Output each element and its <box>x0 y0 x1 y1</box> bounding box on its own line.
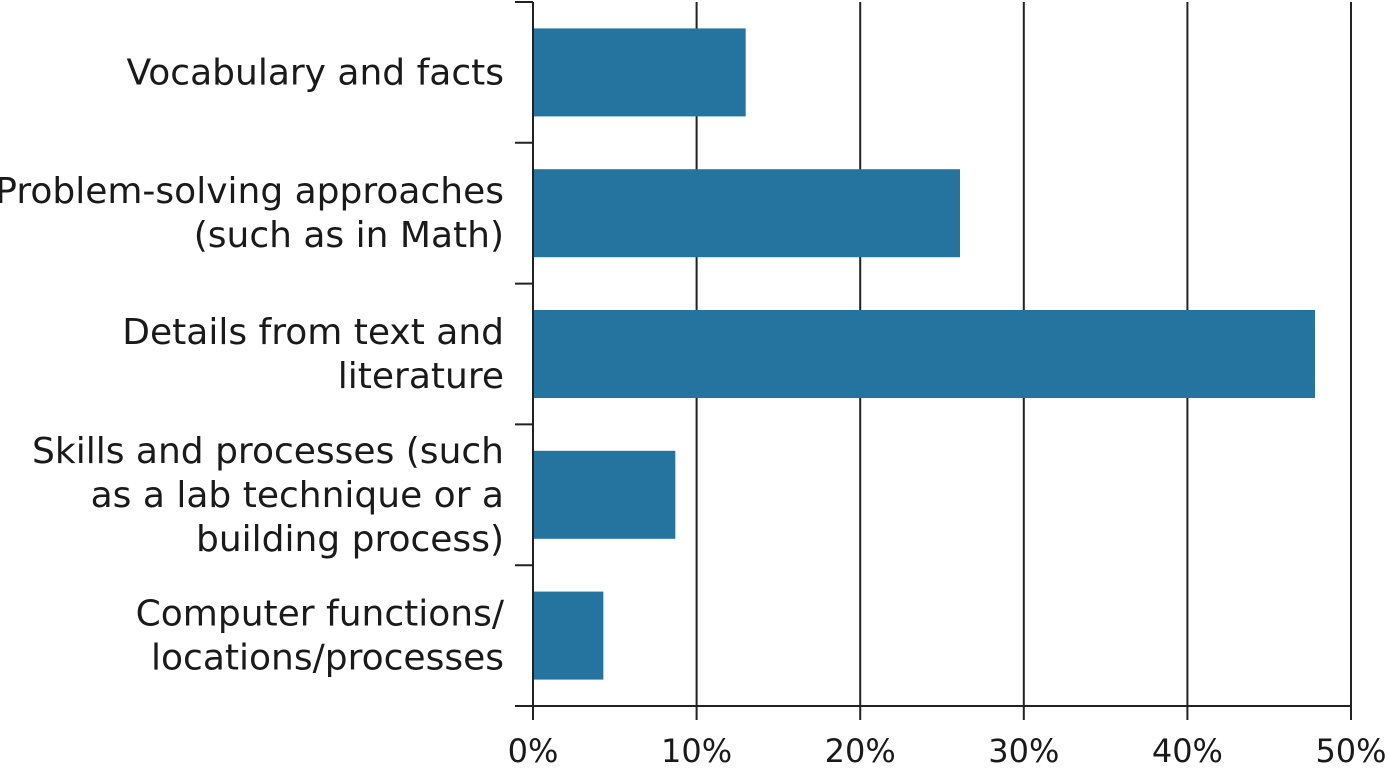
x-tick-label-0: 0% <box>508 732 559 770</box>
category-label-4: Computer functions/locations/processes <box>136 594 505 679</box>
category-label-1: Problem-solving approaches (such as in Ma… <box>0 171 504 256</box>
axes <box>515 1 1352 720</box>
x-tick-label-50: 50% <box>1315 732 1386 770</box>
category-label-line: Problem-solving approaches <box>0 171 504 212</box>
x-tick-label-40: 40% <box>1152 732 1223 770</box>
tick-labels: 0% 10% 20% 30% 40% 50% <box>508 732 1387 770</box>
category-label-line: Details from text and <box>122 312 504 353</box>
bar-1 <box>533 169 960 258</box>
category-labels: Vocabulary and facts Problem-solving appr… <box>0 52 505 678</box>
category-label-line: Vocabulary and facts <box>126 52 504 93</box>
category-label-line: (such as in Math) <box>194 215 504 256</box>
x-tick-label-10: 10% <box>661 732 732 770</box>
category-label-line: as a lab technique or a <box>91 475 504 516</box>
category-label-line: building process) <box>196 519 504 560</box>
category-label-line: Skills and processes (such <box>32 431 504 472</box>
bar-2 <box>533 310 1316 398</box>
category-label-line: locations/processes <box>151 638 504 679</box>
category-label-0: Vocabulary and facts <box>126 52 504 93</box>
bars <box>533 28 1316 680</box>
category-label-line: literature <box>338 356 504 397</box>
bar-3 <box>533 450 676 539</box>
x-tick-label-30: 30% <box>988 732 1059 770</box>
x-tick-label-20: 20% <box>825 732 896 770</box>
category-label-3: Skills and processes (such as a lab techn… <box>32 431 504 560</box>
bar-0 <box>533 28 746 117</box>
category-label-line: Computer functions/ <box>136 594 505 635</box>
category-label-2: Details from text and literature <box>122 312 504 397</box>
bar-4 <box>533 591 604 680</box>
